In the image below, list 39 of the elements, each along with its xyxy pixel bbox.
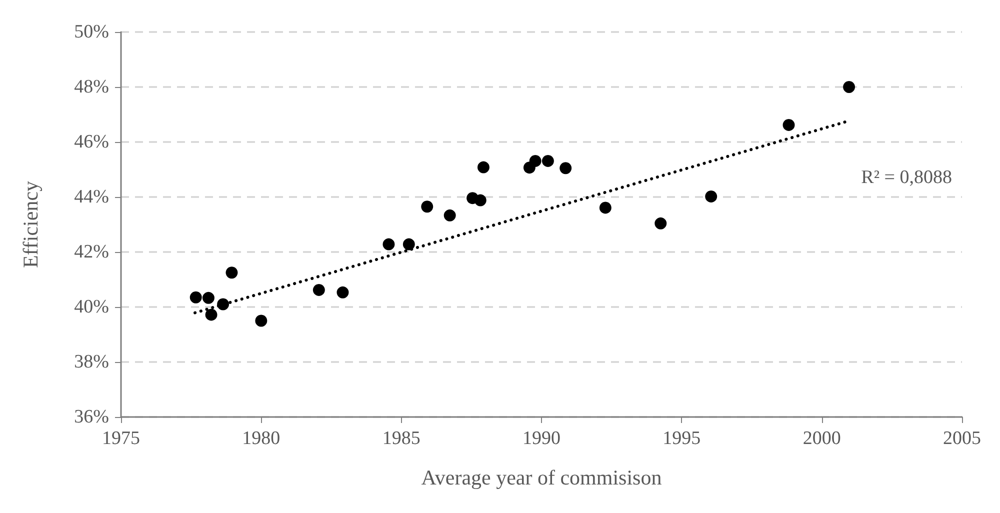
y-tick-label: 48% [74, 76, 110, 98]
point [421, 200, 434, 213]
point [599, 202, 612, 214]
point [205, 308, 218, 321]
point [402, 238, 415, 250]
point [542, 154, 554, 167]
x-axis-title: Average year of commisison [421, 466, 662, 490]
point [843, 81, 856, 93]
point [654, 217, 667, 230]
x-tick-label: 1995 [662, 428, 701, 449]
point [382, 238, 395, 250]
y-tick-label: 46% [74, 132, 110, 152]
x-tick-label: 1990 [522, 428, 560, 449]
point [202, 292, 214, 304]
point [444, 209, 456, 222]
y-tick-label: 40% [74, 296, 110, 318]
point [782, 118, 795, 131]
y-tick-label: 36% [74, 406, 110, 428]
point [190, 291, 202, 304]
point [477, 161, 490, 174]
x-tick-label: 1985 [382, 428, 420, 449]
y-tick-label: 44% [74, 186, 110, 208]
point [560, 162, 572, 174]
point [312, 284, 325, 296]
point [474, 194, 486, 206]
y-tick-label: 42% [74, 242, 110, 262]
x-tick-label: 2005 [943, 428, 981, 449]
x-tick-label: 1975 [102, 428, 140, 449]
annotation: R² = 0,8088 [861, 167, 952, 188]
point [255, 314, 268, 327]
point [226, 266, 238, 279]
y-tick-label: 50% [74, 22, 110, 42]
x-tick-label: 1980 [242, 428, 280, 449]
point [529, 154, 542, 167]
point [705, 190, 718, 202]
x-tick-label: 2000 [802, 428, 841, 449]
y-tick-label: 38% [74, 352, 110, 372]
point [336, 286, 349, 298]
y-axis-title: Efficiency [18, 180, 42, 268]
